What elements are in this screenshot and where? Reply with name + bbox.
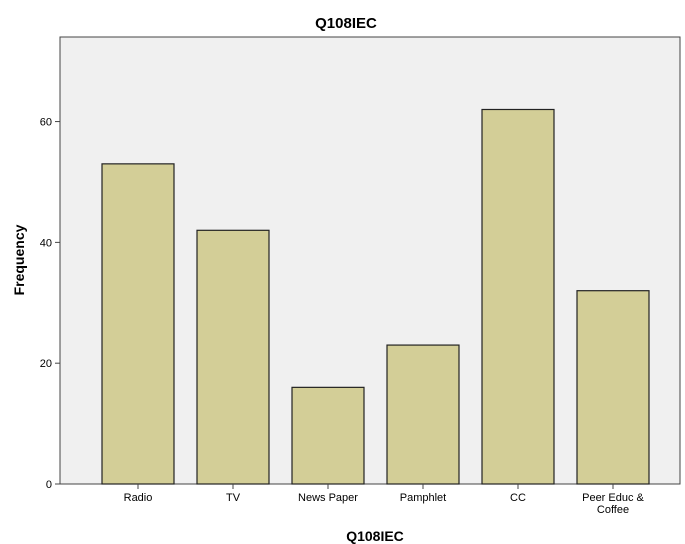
x-tick-label-5-line-0: Peer Educ & bbox=[582, 492, 644, 504]
bar-3 bbox=[386, 344, 460, 485]
y-axis-ticks: 0 20 40 60 bbox=[40, 117, 60, 491]
bar-4 bbox=[481, 108, 555, 485]
y-axis-title: Frequency bbox=[11, 224, 27, 295]
x-tick-label-3: Pamphlet bbox=[400, 492, 446, 504]
bar-1 bbox=[196, 229, 270, 485]
x-tick-label-2: News Paper bbox=[298, 492, 358, 504]
bar-2 bbox=[291, 386, 365, 485]
y-tick-label-0: 0 bbox=[46, 479, 52, 491]
x-tick-label-5-line-1: Coffee bbox=[597, 504, 629, 516]
chart-title: Q108IEC bbox=[315, 15, 377, 32]
bar-5 bbox=[576, 290, 650, 485]
x-axis-title: Q108IEC bbox=[346, 528, 404, 544]
x-axis-ticks: Radio TV News Paper Pamphlet CC Peer Educ &Co… bbox=[124, 484, 645, 516]
x-tick-label-1: TV bbox=[226, 492, 241, 504]
y-tick-label-3: 60 bbox=[40, 117, 52, 129]
bar-0 bbox=[101, 163, 175, 485]
bars-group bbox=[101, 108, 650, 485]
x-tick-label-0: Radio bbox=[124, 492, 153, 504]
y-tick-label-2: 40 bbox=[40, 237, 52, 249]
x-tick-label-4: CC bbox=[510, 492, 526, 504]
y-tick-label-1: 20 bbox=[40, 358, 52, 370]
